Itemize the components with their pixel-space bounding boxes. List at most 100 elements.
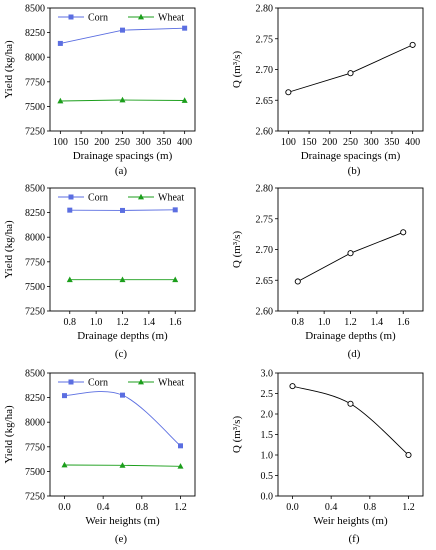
x-tick-label: 1.2 (174, 502, 187, 513)
plot-frame (49, 187, 196, 312)
y-tick-label: 2.80 (256, 184, 274, 195)
y-tick-label: 2.70 (256, 65, 274, 76)
y-tick-label: 8250 (25, 28, 45, 39)
data-point-marker (177, 463, 184, 469)
data-point-marker (400, 229, 407, 236)
y-tick-label: 8000 (25, 418, 45, 429)
x-tick-label: 100 (281, 137, 296, 148)
x-tick-label: 1.0 (90, 317, 103, 328)
y-tick-label: 7750 (25, 257, 45, 268)
x-tick-label: 400 (177, 137, 192, 148)
y-tick-label: 7250 (25, 492, 45, 503)
plot-frame (277, 372, 424, 497)
y-tick-label: 7500 (25, 102, 45, 113)
data-point-marker (120, 392, 125, 398)
plot-frame (49, 7, 196, 132)
legend-label: Wheat (158, 193, 184, 204)
panel-label: (c) (115, 348, 128, 360)
chart-panel: 100 150 200 250 300 350 400 7250 7500 7750 8000 825… (3, 4, 196, 177)
legend-label: Corn (88, 13, 108, 24)
data-point-marker (119, 96, 126, 103)
y-tick-label: 7750 (25, 77, 45, 88)
y-tick-label: 2.65 (256, 276, 274, 287)
x-tick-label: 1.4 (143, 317, 156, 328)
x-tick-label: 200 (322, 137, 337, 148)
legend: Corn Wheat (58, 13, 184, 24)
x-tick-label: 0.8 (364, 502, 377, 513)
y-axis-label: Yield (kg/ha) (3, 40, 15, 99)
chart-panel: 0.0 0.4 0.8 1.2 7250 7500 7750 8000 8250 8500 Weir… (3, 369, 196, 545)
data-point-marker (67, 207, 73, 213)
y-tick-label: 2.75 (256, 34, 274, 45)
data-point-marker (289, 383, 296, 390)
x-tick-label: 1.6 (169, 317, 182, 328)
data-point-marker (181, 97, 188, 103)
y-tick-label: 8500 (25, 369, 45, 380)
x-tick-label: 200 (94, 137, 109, 148)
data-point-marker (120, 207, 125, 213)
y-tick-label: 1.5 (261, 430, 274, 441)
x-tick-label: 250 (343, 137, 358, 148)
chart-panel: 0.8 1.0 1.2 1.4 1.6 7250 7500 7750 8000 8250 8500 D… (3, 184, 196, 360)
x-tick-label: 300 (136, 137, 151, 148)
y-tick-label: 8500 (25, 184, 45, 195)
chart-panel: 0.8 1.0 1.2 1.4 1.6 2.60 2.65 2.70 2.75 2.80 Drain… (231, 184, 424, 360)
y-tick-label: 7500 (25, 282, 45, 293)
y-tick-label: 2.60 (256, 127, 274, 138)
panel-label: (a) (115, 165, 128, 177)
plot-frame (277, 7, 424, 132)
y-tick-label: 7250 (25, 307, 45, 318)
data-point-marker (285, 89, 292, 96)
data-point-marker (57, 40, 63, 46)
data-point-marker (172, 276, 179, 283)
legend-label: Corn (88, 193, 108, 204)
legend: Corn Wheat (58, 193, 184, 204)
data-point-marker (294, 278, 301, 285)
y-tick-label: 2.65 (256, 96, 274, 107)
data-point-marker (66, 276, 73, 283)
x-tick-label: 0.4 (325, 502, 338, 513)
y-tick-label: 7750 (25, 442, 45, 453)
plot-frame (49, 372, 196, 497)
y-tick-label: 0.0 (261, 492, 274, 503)
x-axis-label: Weir heights (m) (85, 515, 160, 527)
y-tick-label: 8250 (25, 393, 45, 404)
x-tick-label: 0.8 (292, 317, 305, 328)
x-axis-label: Weir heights (m) (313, 515, 388, 527)
panel-label: (f) (349, 533, 360, 545)
data-point-marker (347, 70, 354, 77)
series-line (64, 391, 181, 447)
y-tick-label: 7250 (25, 127, 45, 138)
legend-label: Wheat (158, 13, 184, 24)
x-tick-label: 1.0 (318, 317, 331, 328)
y-axis-label: Yield (kg/ha) (3, 405, 15, 464)
legend-label: Wheat (158, 378, 184, 389)
data-point-marker (178, 443, 183, 449)
legend-swatch-marker (138, 378, 144, 385)
x-tick-label: 350 (156, 137, 171, 148)
data-point-marker (119, 462, 126, 468)
x-axis-label: Drainage depths (m) (77, 330, 168, 342)
data-point-marker (62, 393, 67, 399)
y-tick-label: 0.5 (261, 471, 274, 482)
series-line (292, 385, 409, 456)
data-point-marker (347, 250, 354, 257)
x-tick-label: 150 (74, 137, 89, 148)
data-point-marker (409, 41, 416, 48)
series-line (288, 44, 413, 93)
y-axis-label: Q (m³/s) (231, 231, 243, 269)
x-tick-label: 400 (405, 137, 420, 148)
data-point-marker (182, 25, 188, 31)
y-tick-label: 2.75 (256, 214, 274, 225)
series-line (297, 231, 404, 282)
legend-label: Corn (88, 378, 108, 389)
x-tick-label: 100 (53, 137, 68, 148)
data-point-marker (61, 461, 68, 468)
legend-swatch-marker (68, 379, 74, 385)
legend-swatch-marker (68, 194, 74, 200)
x-tick-label: 0.4 (97, 502, 110, 513)
legend: Corn Wheat (58, 378, 184, 389)
data-point-marker (119, 276, 126, 283)
x-tick-label: 0.8 (64, 317, 77, 328)
